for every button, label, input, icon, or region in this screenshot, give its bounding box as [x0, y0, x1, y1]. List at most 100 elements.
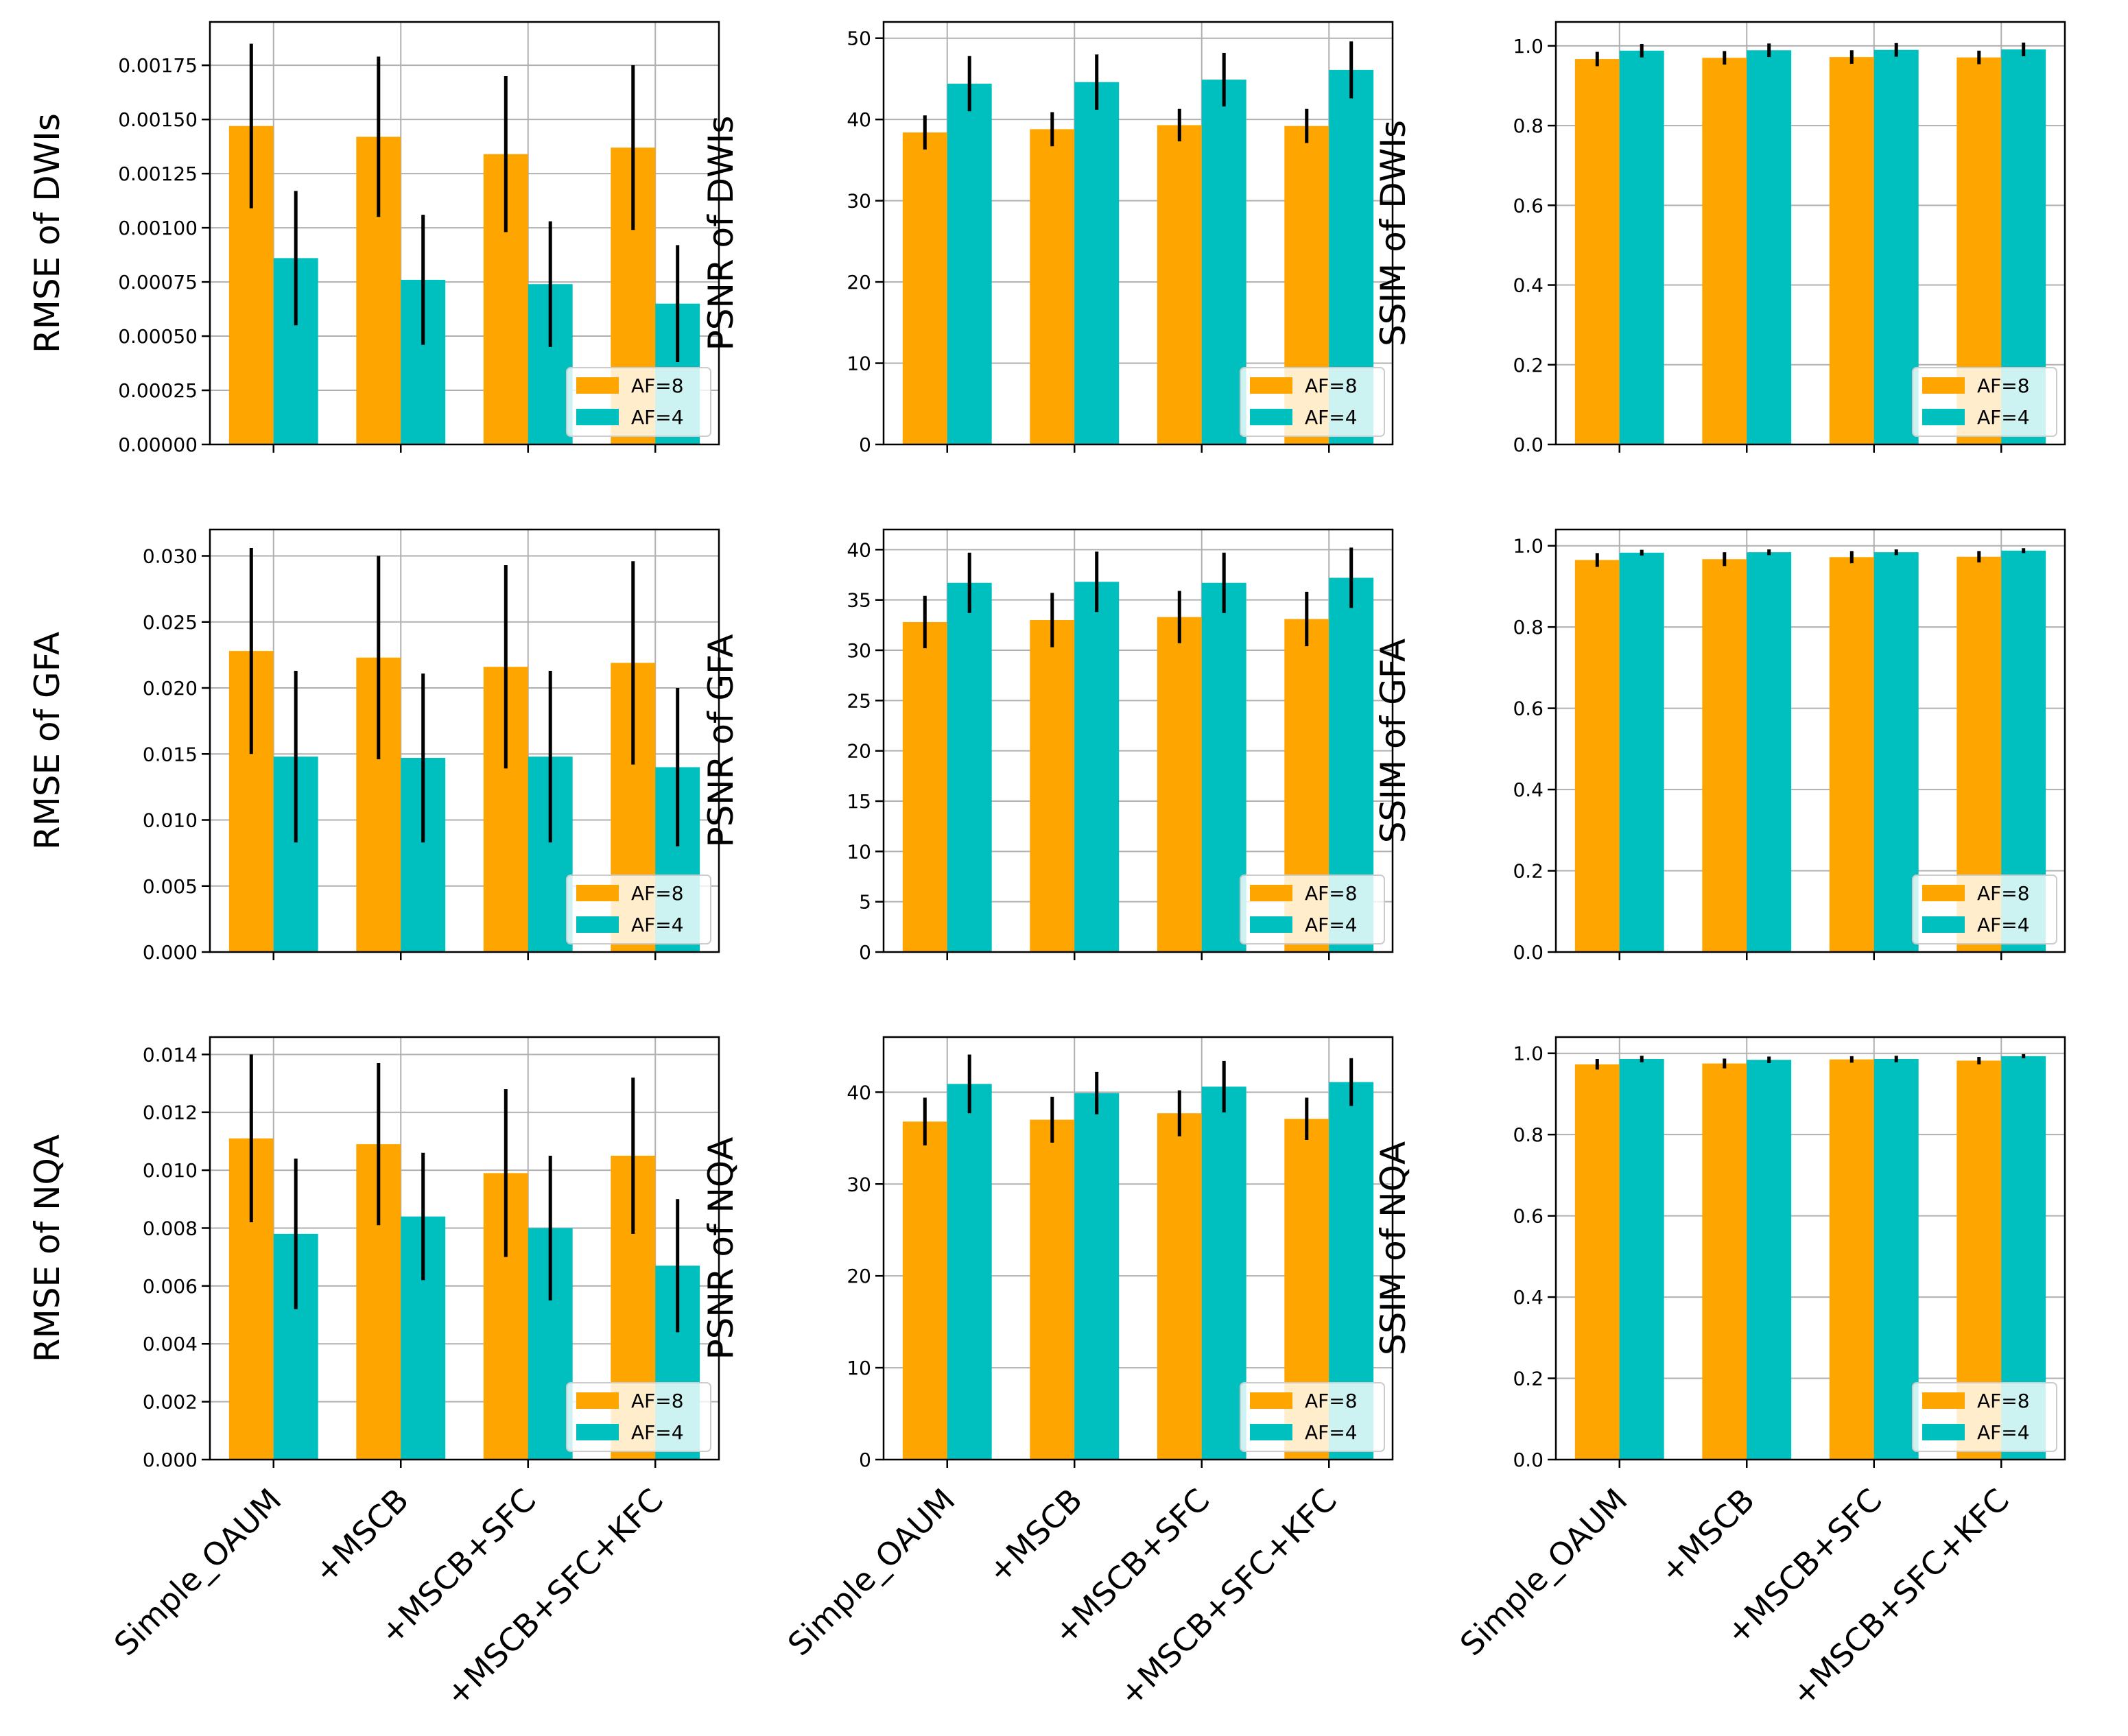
y-tick-label: 0.00000: [118, 433, 198, 456]
y-tick-label: 20: [847, 1265, 871, 1287]
legend-swatch-af4: [1922, 916, 1965, 933]
legend: AF=8 AF=4: [566, 875, 711, 944]
legend-label-af4: AF=4: [631, 1421, 684, 1444]
bar-af4: [1747, 552, 1792, 952]
y-tick-label: 0: [859, 1449, 871, 1471]
bar-af4: [1747, 1060, 1792, 1460]
bar-af4: [1619, 1058, 1664, 1460]
legend: AF=8 AF=4: [1912, 875, 2057, 944]
y-tick-label: 0.002: [143, 1391, 198, 1414]
bar-af4: [1873, 552, 1919, 952]
axes-frame: [1554, 528, 2066, 953]
subplot-2: 0 10 20 30 40 50 AF=8 AF=4 PSNR of DWIs: [701, 21, 1394, 456]
y-tick-label: 10: [847, 353, 871, 375]
x-category-label: +MSCB+SFC+KFC: [1784, 1482, 2017, 1714]
y-tick-label: 0.00025: [118, 379, 198, 402]
y-tick-label: 0.000: [143, 1449, 198, 1471]
legend-label-af4: AF=4: [1305, 406, 1358, 429]
bar-af8: [1574, 1064, 1620, 1460]
legend-swatch-af4: [1250, 1424, 1292, 1440]
y-tick-label: 25: [847, 689, 871, 712]
bar-af8: [1157, 1113, 1202, 1460]
y-tick-label: 0.0: [1513, 941, 1544, 964]
bar-af4: [1201, 1086, 1246, 1460]
legend-swatch-af8: [1922, 1392, 1965, 1409]
x-category-label: Simple_OAUM: [107, 1482, 289, 1663]
y-tick-label: 0.4: [1513, 1286, 1544, 1309]
x-category-label: +MSCB+SFC+KFC: [438, 1482, 671, 1714]
x-category-label: +MSCB: [1653, 1482, 1762, 1591]
y-tick-label: 0.025: [143, 611, 198, 634]
y-tick-label: 30: [847, 190, 871, 213]
legend-swatch-af4: [1250, 409, 1292, 425]
legend-swatch-af4: [576, 916, 619, 933]
bar-af4: [1074, 582, 1120, 952]
x-category-label: Simple_OAUM: [1453, 1482, 1635, 1663]
y-tick-label: 0.00150: [118, 108, 198, 131]
subplot-3: 0.0 0.2 0.4 0.6 0.8 1.0 AF=8 AF=4 SSIM of DWIs: [1373, 21, 2066, 456]
axes-frame: [882, 528, 1394, 953]
subplot-5: 0 5 10 15 20 25 30 35 40 AF=8 AF=4 PSNR of GFA: [701, 528, 1394, 964]
y-tick-label: 40: [847, 1081, 871, 1104]
y-tick-label: 0.8: [1513, 115, 1544, 137]
bar-af4: [1873, 1058, 1919, 1460]
y-tick-label: 0.00075: [118, 271, 198, 294]
y-tick-label: 0.8: [1513, 616, 1544, 639]
bar-af4: [1619, 50, 1664, 445]
legend-label-af4: AF=4: [1977, 1421, 2030, 1444]
y-tick-label: 35: [847, 589, 871, 612]
subplot-7: 0.000 0.002 0.004 0.006 0.008 0.010 0.012 0.014…: [27, 1036, 720, 1714]
legend: AF=8 AF=4: [1912, 367, 2057, 437]
subplot-4: 0.0000.0050.0100.0150.0200.0250.030AF=8A…: [27, 528, 720, 964]
y-tick-label: 0.004: [143, 1333, 198, 1355]
x-category-label: Simple_OAUM: [781, 1482, 962, 1663]
legend-swatch-af4: [576, 409, 619, 425]
legend-label-af4: AF=4: [631, 406, 684, 429]
y-tick-label: 0.00100: [118, 217, 198, 239]
y-tick-label: 20: [847, 740, 871, 763]
y-tick-label: 0: [859, 433, 871, 456]
legend: AF=8 AF=4: [1240, 1382, 1385, 1452]
bar-af4: [1201, 582, 1246, 952]
bar-af8: [1829, 557, 1874, 952]
legend-label-af4: AF=4: [1305, 1421, 1358, 1444]
bar-af8: [902, 132, 947, 444]
y-axis-label: PSNR of DWIs: [701, 116, 741, 351]
legend-label-af8: AF=8: [631, 882, 684, 905]
bar-af8: [1829, 1059, 1874, 1460]
y-axis-label: RMSE of NQA: [27, 1134, 67, 1362]
y-tick-label: 0.010: [143, 809, 198, 832]
bar-af4: [1747, 50, 1792, 444]
axes-frame: [882, 21, 1394, 446]
x-category-label: +MSCB+SFC+KFC: [1112, 1482, 1345, 1714]
legend-label-af8: AF=8: [1305, 1390, 1358, 1412]
bar-af4: [1619, 552, 1664, 952]
y-tick-label: 0.00050: [118, 325, 198, 348]
y-tick-label: 40: [847, 538, 871, 561]
bar-af4: [1074, 82, 1120, 444]
y-tick-label: 50: [847, 27, 871, 50]
legend-swatch-af8: [1922, 377, 1965, 394]
bar-af8: [1030, 1119, 1075, 1460]
bar-af8: [902, 621, 947, 952]
y-tick-label: 0.4: [1513, 778, 1544, 801]
legend-swatch-af4: [1250, 916, 1292, 933]
bar-af8: [1030, 620, 1075, 952]
y-tick-label: 0.2: [1513, 1368, 1544, 1390]
axes-frame: [209, 21, 720, 446]
bar-af4: [1074, 1093, 1120, 1460]
axes-frame: [209, 1036, 720, 1461]
legend-label-af8: AF=8: [1305, 374, 1358, 397]
y-tick-label: 5: [859, 891, 871, 914]
y-axis-label: SSIM of NQA: [1373, 1141, 1413, 1355]
legend-label-af8: AF=8: [1977, 1390, 2030, 1412]
y-tick-label: 0.6: [1513, 698, 1544, 720]
bar-af8: [1157, 617, 1202, 952]
y-tick-label: 0.00125: [118, 163, 198, 185]
y-tick-label: 0.2: [1513, 860, 1544, 883]
subplot-6: 0.0 0.2 0.4 0.6 0.8 1.0 AF=8 AF=4 SSIM of GFA: [1373, 528, 2066, 964]
y-axis-label: PSNR of GFA: [701, 634, 741, 847]
y-axis-label: PSNR of NQA: [701, 1137, 741, 1360]
